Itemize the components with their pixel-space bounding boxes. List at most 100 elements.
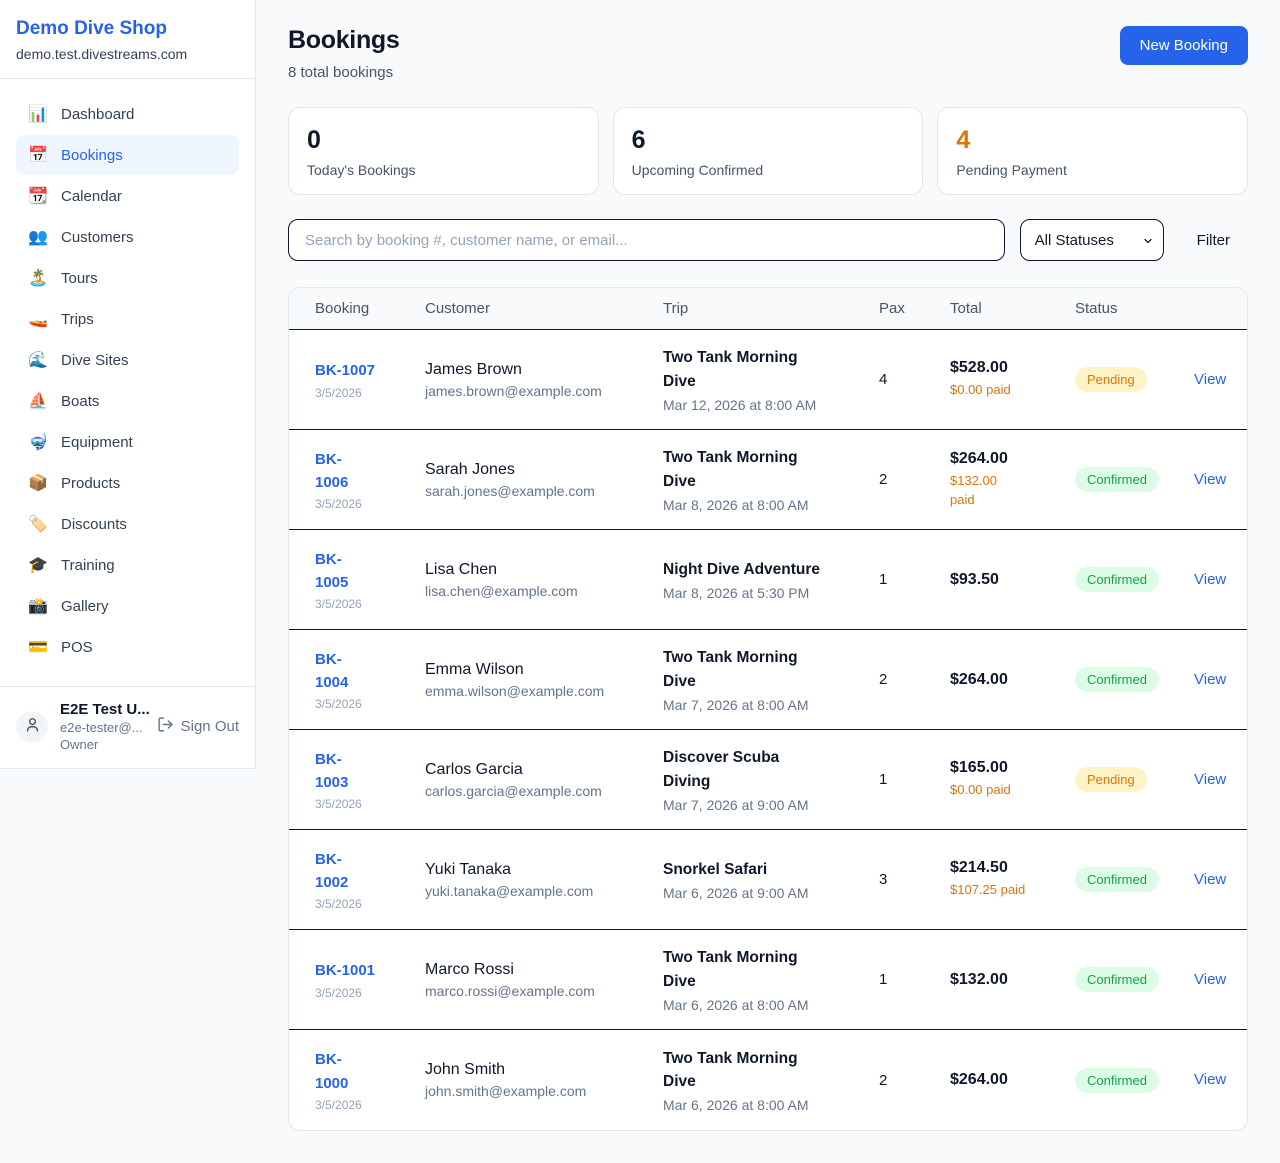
sidebar-item-label: Products xyxy=(61,474,121,492)
sidebar-item-calendar[interactable]: 📆 Calendar xyxy=(16,176,239,216)
booking-date: 3/5/2026 xyxy=(315,697,362,712)
view-cell: View xyxy=(1194,971,1226,989)
sidebar-item-gallery[interactable]: 📸 Gallery xyxy=(16,586,239,626)
total-cell: $214.50 $107.25 paid xyxy=(950,859,1075,900)
stats-cards: 0 Today's Bookings 6 Upcoming Confirmed 4 Pen… xyxy=(288,107,1248,195)
booking-id-link[interactable]: BK- 1000 xyxy=(315,1051,349,1092)
customer-name: Lisa Chen xyxy=(425,560,498,578)
sidebar-item-pos[interactable]: 💳 POS xyxy=(16,627,239,667)
sidebar-item-training[interactable]: 🎓 Training xyxy=(16,545,239,585)
total-cell: $165.00 $0.00 paid xyxy=(950,759,1075,800)
customer-email: james.brown@example.com xyxy=(425,382,602,399)
search-input[interactable] xyxy=(288,219,1005,261)
sidebar-item-boats[interactable]: ⛵ Boats xyxy=(16,381,239,421)
sidebar-item-dive-sites[interactable]: 🌊 Dive Sites xyxy=(16,340,239,380)
customer-email: emma.wilson@example.com xyxy=(425,682,605,699)
trip-name: Two Tank Morning Dive xyxy=(663,349,798,390)
sidebar-item-customers[interactable]: 👥 Customers xyxy=(16,217,239,257)
sidebar-item-equipment[interactable]: 🤿 Equipment xyxy=(16,422,239,462)
sign-out-button[interactable]: Sign Out xyxy=(157,716,239,737)
booking-id-link[interactable]: BK- 1005 xyxy=(315,550,349,591)
sign-out-icon xyxy=(157,716,174,737)
view-link[interactable]: View xyxy=(1194,970,1227,988)
table-row: BK-1001 3/5/2026 Marco Rossi marco.rossi@ex… xyxy=(289,930,1247,1030)
sidebar-header: Demo Dive Shop demo.test.divestreams.com xyxy=(0,0,255,79)
sidebar-item-label: Equipment xyxy=(61,433,133,451)
sidebar-item-label: Calendar xyxy=(61,187,122,205)
camera-flash-icon: 📸 xyxy=(28,598,48,615)
customer-cell: Sarah Jones sarah.jones@example.com xyxy=(425,461,663,499)
stat-card-pending-payment: 4 Pending Payment xyxy=(937,107,1248,195)
column-header-booking: Booking xyxy=(315,300,370,317)
status-badge: Confirmed xyxy=(1075,467,1159,492)
view-link[interactable]: View xyxy=(1194,1071,1227,1088)
sidebar-item-products[interactable]: 📦 Products xyxy=(16,463,239,503)
filter-button[interactable]: Filter xyxy=(1179,224,1248,257)
sidebar-item-discounts[interactable]: 🏷️ Discounts xyxy=(16,504,239,544)
bar-chart-icon: 📊 xyxy=(28,106,48,123)
new-booking-button[interactable]: New Booking xyxy=(1119,26,1248,65)
status-badge: Confirmed xyxy=(1075,967,1159,992)
trip-cell: Two Tank Morning Dive Mar 6, 2026 at 8:00… xyxy=(663,946,879,1013)
trip-datetime: Mar 7, 2026 at 8:00 AM xyxy=(663,696,809,713)
booking-date: 3/5/2026 xyxy=(315,1097,362,1112)
view-link[interactable]: View xyxy=(1194,470,1227,488)
sidebar-item-dashboard[interactable]: 📊 Dashboard xyxy=(16,94,239,134)
speedboat-icon: 🚤 xyxy=(28,311,48,328)
customer-email: yuki.tanaka@example.com xyxy=(425,882,594,899)
customer-name: Emma Wilson xyxy=(425,660,524,678)
user-info: E2E Test U... e2e-tester@... Owner xyxy=(60,701,150,752)
stat-value: 4 xyxy=(956,126,971,154)
trip-cell: Two Tank Morning Dive Mar 12, 2026 at 8:0… xyxy=(663,346,879,413)
view-link[interactable]: View xyxy=(1194,670,1227,688)
stat-card-upcoming-confirmed: 6 Upcoming Confirmed xyxy=(612,107,924,195)
stat-label: Upcoming Confirmed xyxy=(631,162,764,178)
booking-cell: BK- 1003 3/5/2026 xyxy=(315,748,425,812)
view-link[interactable]: View xyxy=(1194,870,1227,888)
bookings-table: Booking Customer Trip Pax Total Status BK-100… xyxy=(288,287,1248,1131)
booking-date: 3/5/2026 xyxy=(315,985,362,1000)
sidebar-item-bookings[interactable]: 📅 Bookings xyxy=(16,135,239,175)
trip-datetime: Mar 8, 2026 at 5:30 PM xyxy=(663,585,810,602)
sidebar-item-trips[interactable]: 🚤 Trips xyxy=(16,299,239,339)
sidebar-item-label: Dive Sites xyxy=(61,351,129,369)
booking-id-link[interactable]: BK- 1002 xyxy=(315,850,349,891)
total-amount: $264.00 xyxy=(950,1071,1008,1088)
trip-name: Discover Scuba Diving xyxy=(663,749,780,790)
calendar-icon: 📅 xyxy=(28,147,48,164)
booking-cell: BK- 1004 3/5/2026 xyxy=(315,648,425,712)
column-header-customer: Customer xyxy=(425,300,491,317)
view-link[interactable]: View xyxy=(1194,370,1227,388)
view-cell: View xyxy=(1194,1071,1226,1089)
status-cell: Pending xyxy=(1075,367,1194,392)
trip-datetime: Mar 8, 2026 at 8:00 AM xyxy=(663,496,809,513)
trip-name: Two Tank Morning Dive xyxy=(663,449,798,490)
avatar xyxy=(16,710,48,743)
customer-email: carlos.garcia@example.com xyxy=(425,782,602,799)
shop-domain: demo.test.divestreams.com xyxy=(16,46,188,62)
booking-cell: BK- 1006 3/5/2026 xyxy=(315,448,425,512)
table-row: BK- 1002 3/5/2026 Yuki Tanaka yuki.tanaka@ex… xyxy=(289,830,1247,930)
trip-name: Snorkel Safari xyxy=(663,860,768,878)
shop-title: Demo Dive Shop xyxy=(16,18,167,39)
customer-name: Carlos Garcia xyxy=(425,760,523,778)
stat-value: 0 xyxy=(307,126,321,154)
view-link[interactable]: View xyxy=(1194,570,1227,588)
customer-cell: Emma Wilson emma.wilson@example.com xyxy=(425,661,663,699)
person-icon xyxy=(24,716,41,738)
status-badge: Confirmed xyxy=(1075,567,1159,592)
sidebar-item-tours[interactable]: 🏝️ Tours xyxy=(16,258,239,298)
booking-id-link[interactable]: BK- 1004 xyxy=(315,650,349,691)
booking-cell: BK- 1000 3/5/2026 xyxy=(315,1048,425,1112)
booking-id-link[interactable]: BK-1007 xyxy=(315,362,376,380)
view-link[interactable]: View xyxy=(1194,770,1227,788)
status-badge: Confirmed xyxy=(1075,867,1159,892)
trip-cell: Night Dive Adventure Mar 8, 2026 at 5:30 … xyxy=(663,558,879,601)
trip-cell: Two Tank Morning Dive Mar 6, 2026 at 8:00… xyxy=(663,1047,879,1114)
customer-cell: Yuki Tanaka yuki.tanaka@example.com xyxy=(425,861,663,899)
booking-id-link[interactable]: BK- 1006 xyxy=(315,450,349,491)
user-name: E2E Test U... xyxy=(60,701,150,718)
status-filter-select[interactable]: All Statuses xyxy=(1019,219,1164,261)
booking-id-link[interactable]: BK-1001 xyxy=(315,962,376,980)
booking-id-link[interactable]: BK- 1003 xyxy=(315,750,349,791)
